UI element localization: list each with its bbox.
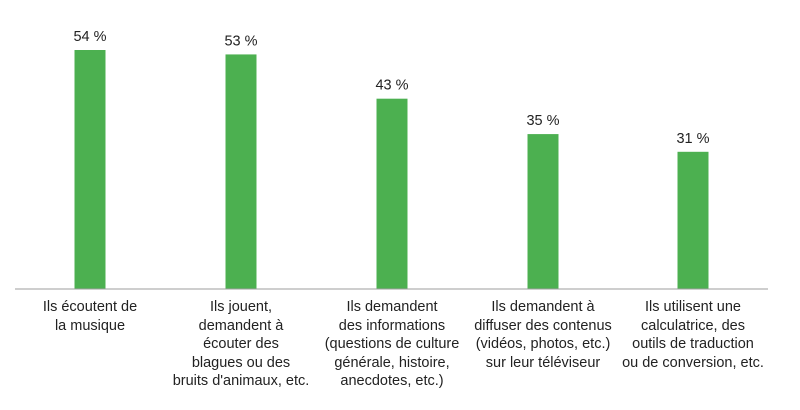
value-label-3: 43 %: [375, 78, 408, 94]
category-label-3: Ils demandent des informations (question…: [324, 299, 460, 389]
bar-1: [74, 50, 106, 289]
value-label-4: 35 %: [526, 113, 559, 129]
category-label-5: Ils utilisent une calculatrice, des outi…: [622, 299, 764, 371]
value-label-1: 54 %: [73, 29, 106, 45]
category-label-2: Ils jouent, demandent à écouter des blag…: [172, 299, 310, 389]
value-labels-group: 54 % 53 % 43 % 35 % 31 %: [73, 29, 709, 147]
bar-5: [677, 151, 709, 289]
category-label-1: Ils écoutent de la musique: [42, 299, 138, 334]
bar-4: [527, 134, 559, 289]
bars-group: [74, 50, 709, 290]
value-label-2: 53 %: [224, 33, 257, 49]
category-label-4: Ils demandent à diffuser des contenus (v…: [474, 299, 612, 371]
bar-2: [225, 54, 257, 289]
bar-3: [376, 98, 408, 290]
value-label-5: 31 %: [676, 131, 709, 147]
